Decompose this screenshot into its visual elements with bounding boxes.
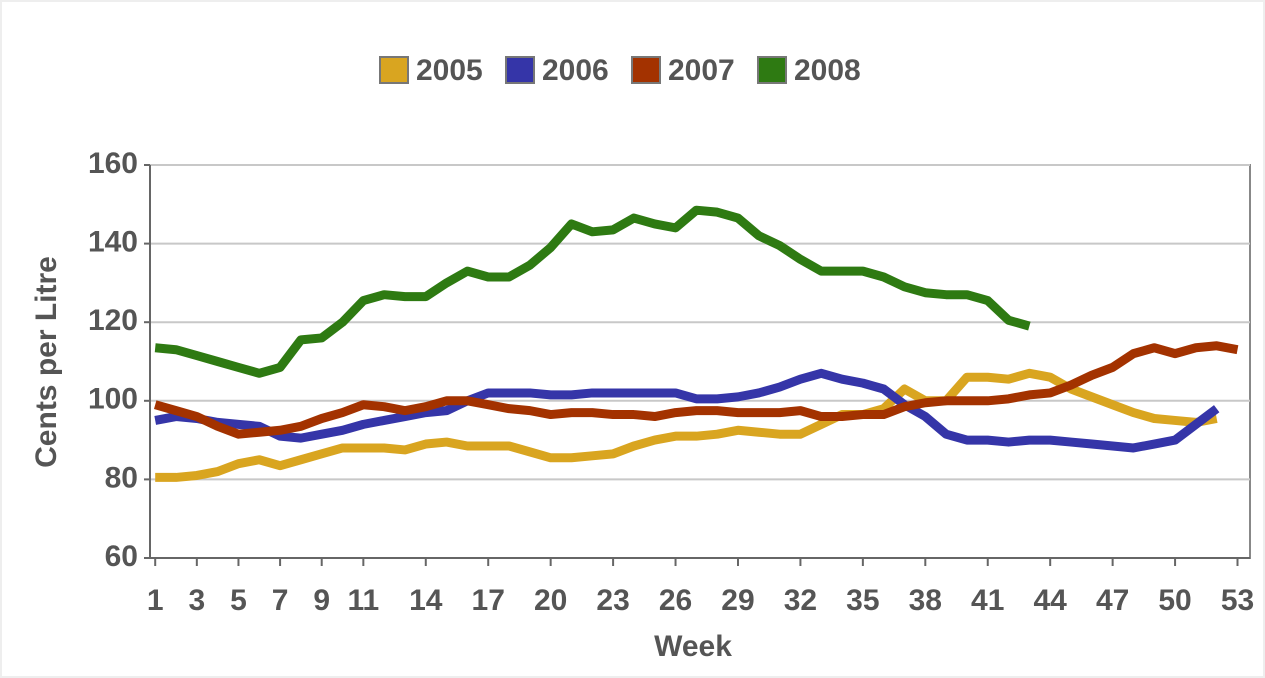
x-tick-label: 7 xyxy=(272,584,289,617)
x-tick-label: 14 xyxy=(409,584,443,617)
x-tick-label: 5 xyxy=(230,584,247,617)
x-tick-label: 38 xyxy=(909,584,942,617)
legend-swatch xyxy=(505,56,535,84)
x-tick-label: 1 xyxy=(147,584,164,617)
legend-label: 2007 xyxy=(668,54,735,87)
y-tick-label: 120 xyxy=(88,304,138,337)
x-tick-label: 17 xyxy=(472,584,505,617)
y-tick-label: 100 xyxy=(88,383,138,416)
x-tick-label: 44 xyxy=(1034,584,1068,617)
x-tick-label: 41 xyxy=(971,584,1004,617)
legend-label: 2005 xyxy=(416,54,483,87)
line-series xyxy=(154,205,1031,378)
plot-area xyxy=(149,164,1251,559)
legend-label: 2008 xyxy=(794,54,861,87)
y-axis-label: Cents per Litre xyxy=(30,256,63,468)
x-tick-label: 26 xyxy=(659,584,692,617)
legend-swatch xyxy=(631,56,661,84)
legend-swatch xyxy=(757,56,787,84)
x-tick-label: 35 xyxy=(846,584,879,617)
y-tick-label: 160 xyxy=(88,147,138,180)
y-tick-label: 60 xyxy=(105,540,138,573)
x-tick-label: 11 xyxy=(347,584,379,617)
y-tick-label: 140 xyxy=(88,226,138,259)
legend-label: 2006 xyxy=(542,54,609,87)
x-tick-label: 50 xyxy=(1158,584,1191,617)
line-series xyxy=(155,368,1218,482)
line-series xyxy=(153,341,1239,439)
y-tick-label: 80 xyxy=(105,461,138,494)
x-tick-label: 9 xyxy=(313,584,330,617)
x-tick-label: 47 xyxy=(1096,584,1129,617)
x-tick-label: 32 xyxy=(784,584,817,617)
x-tick-label: 29 xyxy=(721,584,754,617)
x-tick-label: 3 xyxy=(188,584,205,617)
x-tick-label: 53 xyxy=(1221,584,1254,617)
line-series xyxy=(154,368,1220,453)
x-axis-label: Week xyxy=(654,630,732,663)
legend-swatch xyxy=(379,56,409,84)
x-tick-label: 20 xyxy=(534,584,567,617)
x-tick-label: 23 xyxy=(596,584,629,617)
